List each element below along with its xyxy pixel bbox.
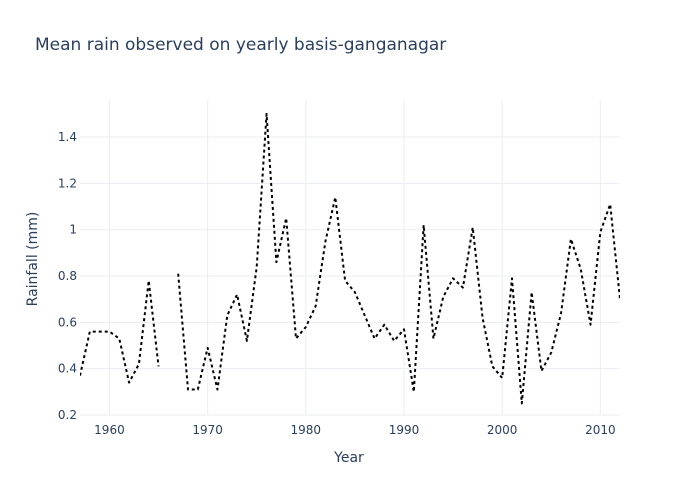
x-tick-label: 1960 [94, 423, 125, 437]
x-tick-label: 1980 [291, 423, 322, 437]
chart-title: Mean rain observed on yearly basis-ganga… [35, 35, 446, 55]
y-tick-label: 1 [69, 223, 77, 237]
x-gridlines [108, 100, 601, 415]
series-line-0 [80, 112, 620, 405]
y-axis-title: Rainfall (mm) [25, 212, 41, 307]
x-tick-label: 1990 [389, 423, 420, 437]
x-tick-labels: 1960 1970 1980 1990 2000 2010 [94, 423, 615, 437]
y-tick-label: 1.2 [58, 176, 77, 190]
y-tick-label: 0.6 [58, 315, 77, 329]
y-gridlines [80, 136, 620, 416]
x-tick-label: 2000 [487, 423, 518, 437]
y-tick-label: 0.2 [58, 408, 77, 422]
x-tick-label: 2010 [585, 423, 616, 437]
y-tick-label: 1.4 [58, 130, 77, 144]
y-tick-labels: 0.2 0.4 0.6 0.8 1 1.2 1.4 [58, 130, 77, 422]
series-layer [80, 112, 620, 405]
x-tick-label: 1970 [192, 423, 223, 437]
x-axis-title: Year [333, 450, 364, 466]
y-tick-label: 0.4 [58, 362, 77, 376]
y-tick-label: 0.8 [58, 269, 77, 283]
